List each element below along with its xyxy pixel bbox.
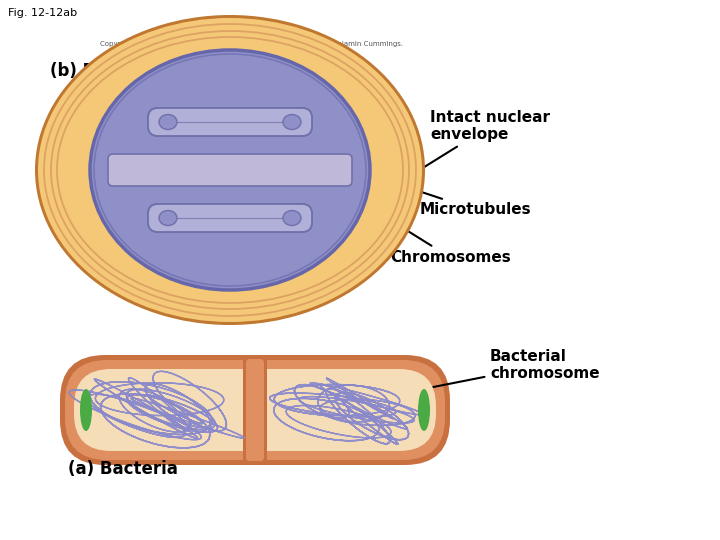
Text: (b) Dinoflagellates: (b) Dinoflagellates xyxy=(50,62,224,80)
Text: (a) Bacteria: (a) Bacteria xyxy=(68,460,178,478)
FancyBboxPatch shape xyxy=(148,204,312,232)
FancyBboxPatch shape xyxy=(246,359,264,461)
Text: Chromosomes: Chromosomes xyxy=(225,117,510,265)
FancyBboxPatch shape xyxy=(74,369,436,451)
Ellipse shape xyxy=(418,389,430,431)
Ellipse shape xyxy=(159,211,177,226)
Ellipse shape xyxy=(283,211,301,226)
FancyBboxPatch shape xyxy=(108,154,352,186)
Ellipse shape xyxy=(80,389,92,431)
FancyBboxPatch shape xyxy=(148,108,312,136)
FancyBboxPatch shape xyxy=(65,360,445,460)
FancyBboxPatch shape xyxy=(60,355,450,465)
FancyBboxPatch shape xyxy=(148,204,312,232)
Ellipse shape xyxy=(283,114,301,130)
FancyBboxPatch shape xyxy=(243,356,267,464)
Ellipse shape xyxy=(38,18,422,322)
Ellipse shape xyxy=(159,114,177,130)
Text: Microtubules: Microtubules xyxy=(345,166,531,218)
Text: Intact nuclear
envelope: Intact nuclear envelope xyxy=(359,110,550,207)
FancyBboxPatch shape xyxy=(148,108,312,136)
Text: Fig. 12-12ab: Fig. 12-12ab xyxy=(8,8,77,18)
Text: Copyright © 2008 Pearson Education, Inc. publishing as Pearson Benjamin Cummings: Copyright © 2008 Pearson Education, Inc.… xyxy=(100,40,403,46)
Text: Bacterial
chromosome: Bacterial chromosome xyxy=(382,349,600,399)
Ellipse shape xyxy=(90,50,370,290)
Ellipse shape xyxy=(35,15,425,325)
